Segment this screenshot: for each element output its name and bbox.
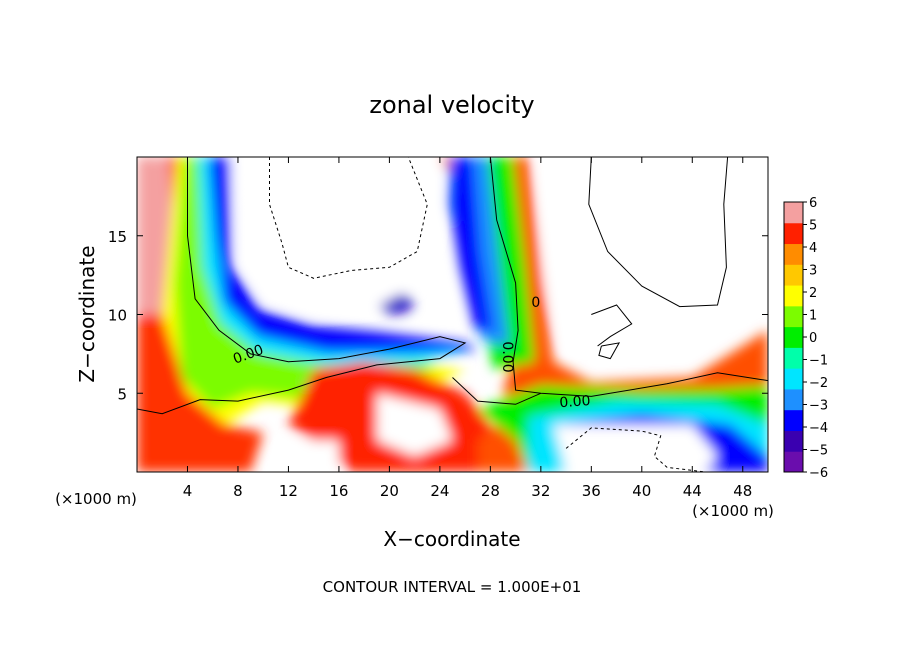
x-tick-label: 40 [632,482,651,500]
calm-region-pocket [376,393,453,457]
x-tick-label: 8 [233,482,243,500]
colorbar-band [784,243,803,265]
colorbar-tick-label: −2 [809,376,828,391]
colorbar-tick-label: 0 [809,331,817,346]
contour-positive-loop-1 [591,304,633,347]
x-tick-label: 44 [683,482,702,500]
y-tick-label: 5 [117,385,127,403]
colorbar-tick-label: 5 [809,219,817,234]
x-axis: 4 8 12 16 20 24 28 32 36 40 44 48 [183,157,752,500]
colorbar-band [784,222,803,245]
x-unit-label: (×1000 m) [692,502,774,520]
calm-region-northeast [540,157,731,346]
contour-interval-note: CONTOUR INTERVAL = 1.000E+01 [323,578,582,596]
colorbar-tick-label: 2 [809,286,817,301]
colorbar-band [784,388,803,411]
x-tick-label: 28 [481,482,500,500]
green-band-west [174,157,440,409]
colorbar-band [784,202,803,224]
colorbar-tick-label: −1 [809,354,828,369]
colorbar-tick-label: 1 [809,309,817,324]
x-tick-label: 4 [183,482,193,500]
contour-positive-loop-2 [598,342,621,360]
colorbar-band [784,305,803,328]
velocity-field [137,157,768,472]
contour-zero-west [137,157,467,415]
colorbar-band [784,326,803,348]
x-tick-label: 48 [733,482,752,500]
colorbar-band [784,451,803,473]
x-tick-label: 20 [380,482,399,500]
chart-title: zonal velocity [369,91,534,119]
colorbar-band [784,409,803,431]
contour-label: 0.00 [559,393,591,411]
colorbar-tick-label: 4 [809,241,817,256]
blue-column-east [449,157,493,331]
contour-zero-junction [452,377,542,405]
x-tick-label: 36 [582,482,601,500]
contour-label: 0 [531,295,540,311]
colorbar-band [784,368,803,390]
calm-region-north [231,157,440,315]
calm-region-south [553,424,718,472]
x-tick-label: 16 [329,482,348,500]
contour-zero-east [489,157,768,397]
contour-negative-north [269,157,428,279]
field-blend [137,157,768,472]
x-tick-label: 32 [531,482,550,500]
x-tick-label: 24 [430,482,449,500]
colorbar: 6 5 4 3 2 1 0 −1 −2 −3 −4 −5 −6 [783,196,828,481]
colorbar-band [784,285,803,307]
colorbar-band [784,347,803,369]
y-unit-label: (×1000 m) [55,490,137,508]
x-tick-label: 12 [279,482,298,500]
colorbar-band [784,264,803,286]
y-tick-label: 10 [108,307,127,325]
colorbar-tick-label: 3 [809,264,817,279]
y-axis: 5 10 15 [108,228,768,403]
colorbar-tick-label: −5 [809,444,828,459]
y-tick-label: 15 [108,228,127,246]
contour-label: 0.00 [499,341,515,372]
contour-negative-south [565,427,705,472]
y-axis-title: Z−coordinate [75,245,99,382]
x-axis-title: X−coordinate [383,527,520,551]
colorbar-band [784,430,803,452]
colorbar-tick-label: 6 [809,196,817,211]
contour-lines [137,157,768,472]
colorbar-tick-label: −6 [809,466,828,481]
colorbar-tick-label: −3 [809,399,828,414]
colorbar-tick-label: −4 [809,421,828,436]
plot-area: 0.000.000.000 [136,156,769,473]
calm-region-floor [275,440,339,472]
contour-positive-northeast [588,157,729,308]
